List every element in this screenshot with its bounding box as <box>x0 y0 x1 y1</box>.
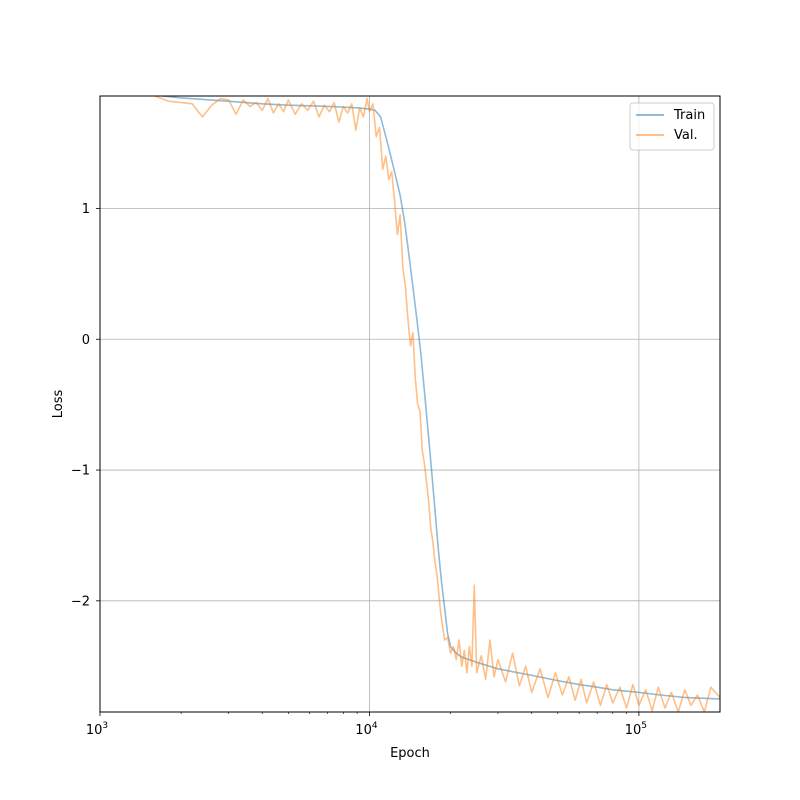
plot-frame <box>99 95 721 713</box>
legend: Train Val. <box>629 102 715 151</box>
legend-label-train: Train <box>673 108 705 123</box>
y-tick-label-3: −2 <box>71 594 90 609</box>
y-tick-label-0: 1 <box>82 202 90 217</box>
y-tick-label-1: 0 <box>82 333 90 348</box>
y-tick-label-2: −1 <box>71 464 90 479</box>
series-lines <box>154 96 720 712</box>
x-axis-label: Epoch <box>390 746 430 761</box>
x-tick-label-2: 105 <box>625 721 647 738</box>
y-axis-ticks: 1 0 −1 −2 <box>71 202 100 609</box>
y-axis-label: Loss <box>51 390 66 419</box>
x-tick-label-1: 104 <box>355 721 378 738</box>
x-tick-label-0: 103 <box>86 721 108 738</box>
legend-label-val: Val. <box>674 128 698 143</box>
x-axis-ticks: 103 104 105 <box>86 712 647 738</box>
series-line-1 <box>154 96 720 712</box>
